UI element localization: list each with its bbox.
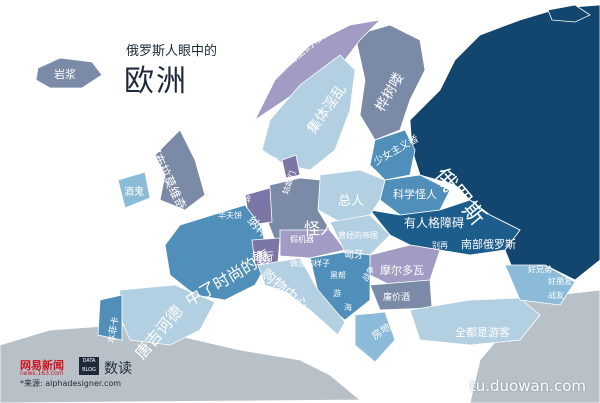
watermark: tu.duowan.com	[469, 377, 586, 395]
label-romania: 摩尔多瓦	[380, 264, 424, 277]
region-austria	[279, 229, 346, 259]
label-norway-coast: 首都	[262, 157, 278, 166]
region-uk	[154, 129, 206, 211]
label-germany: 怪人	[304, 219, 337, 238]
label-albania: 海	[344, 303, 352, 312]
label-iceland: 岩浆	[54, 68, 76, 81]
label-bulgaria: 廉价酒	[383, 293, 411, 303]
shudu-label: 数读	[104, 361, 132, 377]
label-poland: 总人	[338, 194, 365, 209]
region-poland	[317, 169, 386, 223]
region-arctic-island	[547, 4, 591, 23]
netease-logo: 网易新闻	[20, 359, 64, 372]
label-serbia: 黑帮	[330, 271, 346, 280]
label-croatia: 游	[333, 289, 341, 298]
region-turkey	[409, 297, 541, 346]
label-turkey: 全都是游客	[455, 326, 510, 339]
region-italy	[257, 257, 346, 336]
label-ukraine: 有人格障碍	[404, 216, 465, 230]
label-austria-2: 做出的样子	[290, 259, 330, 268]
region-scandinavia-north	[253, 19, 382, 122]
label-moldova: 别再	[432, 241, 448, 250]
region-portugal	[97, 294, 123, 341]
netease-url: news.163.com	[20, 370, 64, 377]
label-armenia: 好朋友	[548, 277, 572, 286]
region-africa	[0, 324, 362, 403]
region-hungary	[329, 214, 391, 256]
label-azerbaijan: 战友	[548, 291, 564, 300]
region-greece	[354, 311, 396, 363]
label-switzerland: 银行	[252, 250, 274, 263]
label-georgia: 好兄弟	[528, 265, 552, 274]
region-baltic	[369, 129, 416, 181]
datablog-logo: DATA BLOG	[79, 357, 99, 375]
label-belarus: 科学怪人	[393, 188, 437, 201]
map-subtitle: 俄罗斯人眼中的	[126, 44, 218, 59]
region-denmark	[281, 154, 301, 179]
region-ukraine	[369, 199, 521, 256]
region-finland	[354, 24, 426, 141]
label-south-russia: 南部俄罗斯	[461, 238, 516, 251]
region-france	[164, 204, 269, 301]
region-ireland	[117, 171, 151, 209]
label-netherlands: 华夫饼	[218, 211, 242, 220]
source-credit: *来源: alphadesigner.com	[20, 379, 122, 388]
label-denmark: 喝醉	[235, 195, 251, 204]
map-title: 欧洲	[124, 64, 188, 99]
label-ireland: 酒鬼	[124, 187, 144, 198]
label-czech: 匈牙	[344, 250, 364, 261]
label-austria: 假机器	[290, 235, 314, 244]
label-hungary: 曾经的帝国	[338, 231, 378, 240]
region-iceland	[35, 57, 103, 89]
region-caucasus	[504, 264, 576, 306]
